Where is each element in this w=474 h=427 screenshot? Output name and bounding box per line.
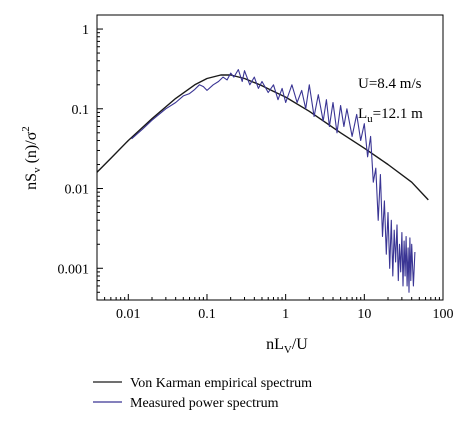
legend-label-von-karman: Von Karman empirical spectrum — [130, 376, 312, 391]
annotation-wind-speed: U=8.4 m/s — [358, 76, 422, 92]
x-tick-label: 10 — [357, 307, 371, 322]
x-tick-label: 1 — [282, 307, 289, 322]
y-tick-label: 0.001 — [58, 262, 90, 277]
x-tick-label: 0.1 — [198, 307, 216, 322]
von-karman-curve — [97, 74, 429, 201]
x-axis-label-main: nL — [266, 336, 284, 353]
legend: Von Karman empirical spectrum Measured p… — [93, 376, 312, 411]
annotation-length-scale-main: L — [358, 106, 367, 122]
measured-spectrum-line — [131, 69, 416, 293]
y-axis-label-sub: v — [31, 167, 43, 173]
y-axis-label-sup: 2 — [20, 126, 32, 132]
x-tick-label: 100 — [433, 307, 454, 322]
plot-frame — [96, 14, 444, 301]
annotation-length-scale-sub: u — [367, 113, 373, 125]
x-axis-label-sub: V — [284, 344, 292, 356]
x-axis-label-tail: /U — [292, 336, 308, 353]
y-axis-label: nSv (n)/σ2 — [20, 126, 43, 190]
annotation-length-scale-tail: =12.1 m — [373, 106, 423, 122]
x-axis-label: nLV/U — [266, 336, 308, 356]
annotation-length-scale: Lu=12.1 m — [358, 106, 423, 125]
series-layer — [97, 69, 429, 293]
y-tick-label: 0.01 — [65, 183, 90, 198]
legend-label-measured: Measured power spectrum — [130, 396, 279, 411]
y-axis-label-mid: (n)/σ — [23, 131, 40, 167]
y-tick-label: 1 — [82, 23, 89, 38]
axis-ticks: 0.01 0.1 1 10 100 0.001 0.01 0.1 1 — [58, 23, 454, 322]
x-tick-label: 0.01 — [116, 307, 141, 322]
y-tick-label: 0.1 — [72, 103, 90, 118]
y-axis-label-pre: nS — [23, 173, 40, 190]
